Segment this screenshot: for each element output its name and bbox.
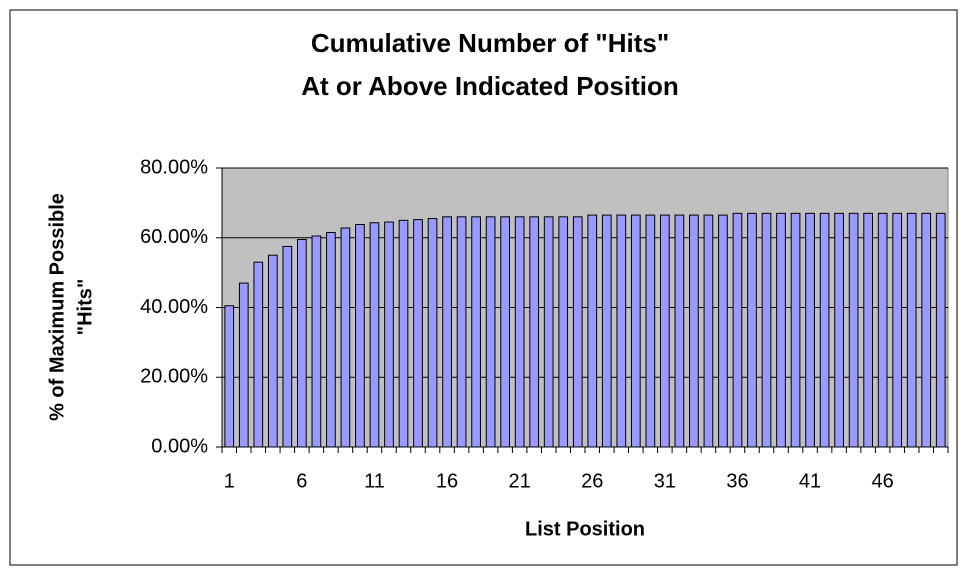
bar [935, 212, 946, 448]
bar [848, 212, 859, 448]
y-tick-label: 20.00% [140, 366, 208, 388]
bar [543, 216, 554, 448]
bar [253, 261, 264, 448]
bar [718, 214, 728, 448]
y-axis-title: % of Maximum Possible [46, 193, 68, 421]
bar [340, 227, 351, 448]
chart-title: At or Above Indicated Position [301, 71, 679, 101]
bar [398, 219, 409, 448]
bar [863, 212, 873, 448]
bar [456, 216, 467, 448]
x-tick-label: 46 [872, 470, 894, 492]
bar [819, 212, 830, 448]
bar [311, 235, 322, 448]
bar [224, 305, 235, 448]
bar [805, 212, 815, 448]
x-tick-label: 11 [364, 470, 385, 492]
bar [326, 232, 336, 448]
y-tick-label: 60.00% [140, 226, 208, 248]
bar [761, 212, 772, 448]
x-tick-label: 16 [436, 470, 458, 492]
bar [616, 214, 627, 448]
bar [369, 222, 380, 448]
bar [877, 212, 888, 448]
bar [427, 218, 438, 448]
x-tick-label: 31 [654, 470, 676, 492]
y-tick-label: 40.00% [140, 296, 208, 318]
x-tick-label: 1 [224, 470, 235, 492]
bar [689, 214, 699, 448]
bar [747, 212, 757, 448]
bar [282, 245, 293, 448]
bar [413, 219, 423, 448]
y-tick-label: 0.00% [151, 435, 208, 457]
bar [529, 216, 540, 448]
bar [558, 216, 569, 448]
bar [601, 214, 612, 448]
bar [297, 238, 307, 448]
x-tick-label: 21 [509, 470, 531, 492]
bar [790, 212, 801, 448]
bar [587, 214, 598, 448]
bar [238, 282, 249, 448]
bar [630, 214, 641, 448]
bar [921, 212, 932, 448]
y-tick-label: 80.00% [140, 156, 208, 178]
bar [267, 254, 278, 448]
bar [834, 212, 844, 448]
x-tick-label: 6 [296, 470, 307, 492]
chart-title: Cumulative Number of "Hits" [311, 28, 669, 58]
x-tick-label: 36 [726, 470, 748, 492]
bar [906, 212, 917, 448]
bar [660, 214, 670, 448]
bar [384, 221, 394, 448]
bar [776, 212, 786, 448]
bar [471, 216, 481, 448]
bar [514, 216, 525, 448]
bar [703, 214, 714, 448]
bar [572, 216, 583, 448]
bar [674, 214, 685, 448]
bar [442, 216, 452, 448]
x-tick-label: 26 [581, 470, 603, 492]
y-axis-title: "Hits" [74, 279, 96, 336]
bar [645, 214, 656, 448]
bar [892, 212, 903, 448]
bar [355, 223, 365, 448]
x-tick-label: 41 [799, 470, 821, 492]
bar [500, 216, 510, 448]
bar [732, 212, 743, 448]
bar [485, 216, 496, 448]
x-axis-title: List Position [525, 518, 645, 540]
